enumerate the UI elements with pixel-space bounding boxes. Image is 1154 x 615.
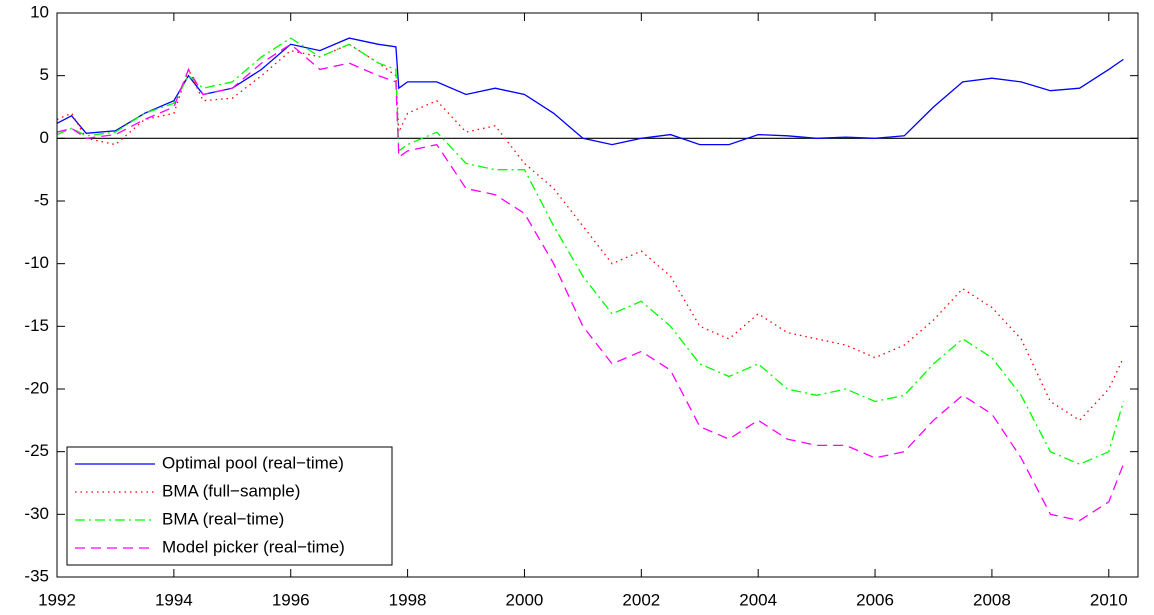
x-tick-label: 2004 (739, 590, 777, 609)
legend-label: BMA (real−time) (162, 509, 284, 528)
series-line (56, 37, 1125, 465)
y-tick-label: -30 (24, 504, 49, 523)
y-tick-label: 10 (30, 2, 49, 21)
x-tick-label: 2010 (1090, 590, 1128, 609)
y-tick-label: -10 (24, 253, 49, 272)
legend-label: Model picker (real−time) (162, 537, 345, 556)
series-line (56, 43, 1125, 522)
x-tick-label: 1994 (155, 590, 193, 609)
x-tick-label: 2000 (506, 590, 544, 609)
y-tick-label: -5 (34, 190, 49, 209)
x-tick-label: 1998 (389, 590, 427, 609)
y-tick-label: -20 (24, 378, 49, 397)
legend-box (66, 446, 393, 566)
y-tick-label: -25 (24, 441, 49, 460)
y-tick-label: 0 (40, 128, 49, 147)
x-tick-label: 1992 (38, 590, 76, 609)
y-tick-label: -35 (24, 566, 49, 585)
legend-label: BMA (full−sample) (162, 481, 300, 500)
x-tick-label: 2002 (622, 590, 660, 609)
x-tick-label: 2006 (856, 590, 894, 609)
y-tick-label: -15 (24, 316, 49, 335)
x-tick-label: 2008 (973, 590, 1011, 609)
legend-label: Optimal pool (real−time) (162, 453, 344, 472)
plot-frame (56, 12, 1139, 578)
x-tick-label: 1996 (272, 590, 310, 609)
y-tick-label: 5 (40, 65, 49, 84)
